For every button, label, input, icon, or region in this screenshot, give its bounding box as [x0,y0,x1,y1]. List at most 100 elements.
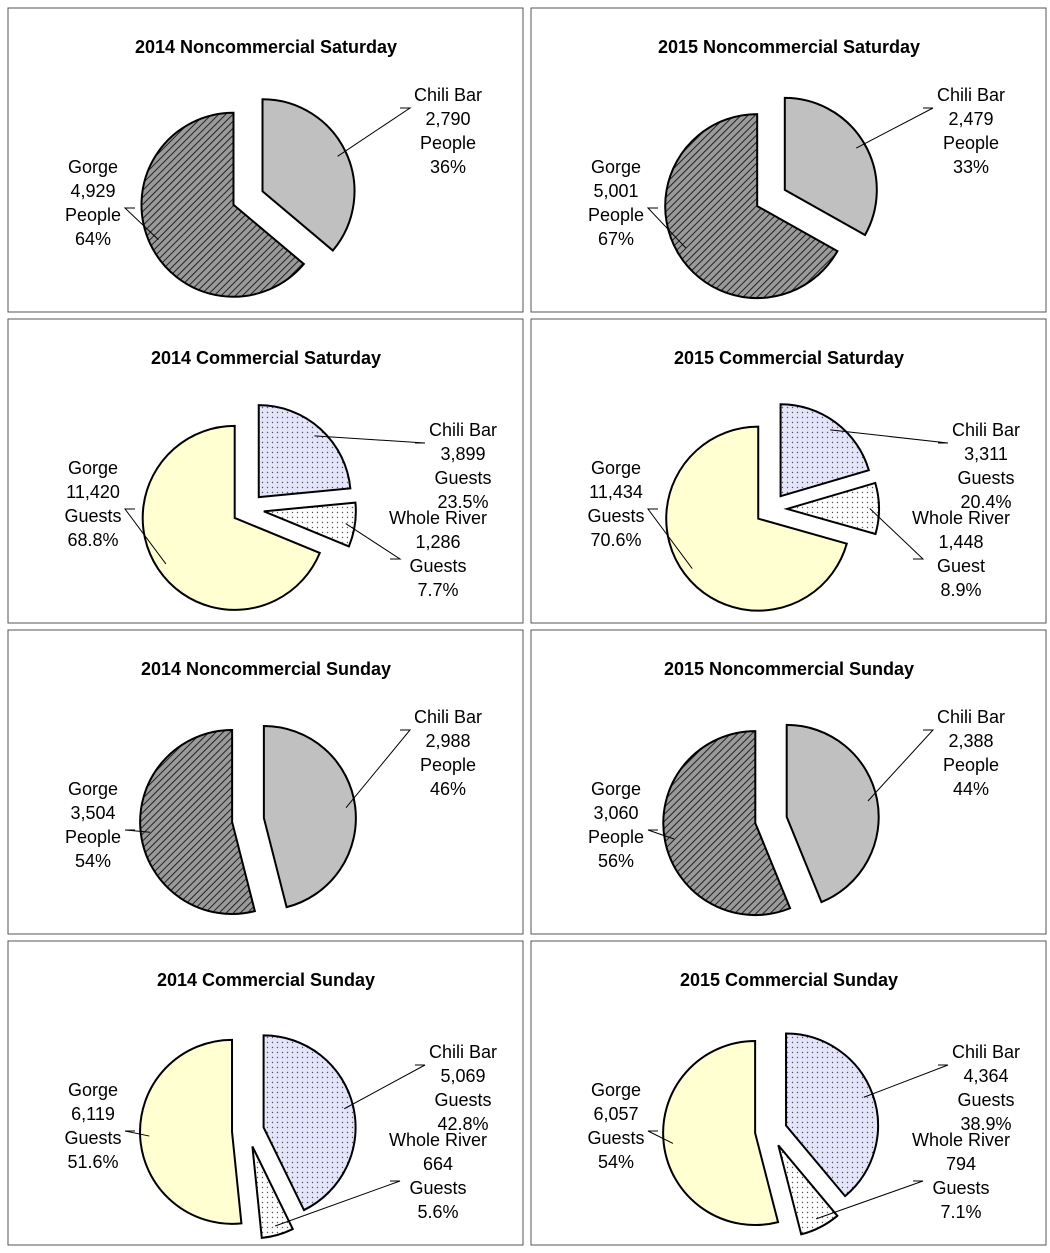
slice-label: Guests [409,556,466,576]
slice-label: 664 [423,1154,453,1174]
slice-label: 68.8% [67,530,118,550]
slice-label: 33% [953,157,989,177]
slice-label: 3,311 [964,444,1008,464]
slice-label: Chili Bar [414,707,482,727]
pie-slice [777,1144,839,1236]
slice-label: 794 [946,1154,976,1174]
leader-line [815,1180,924,1220]
pie-slice [783,481,880,536]
slice-label: Gorge [591,458,641,478]
leader-line [345,523,402,560]
slice-label: 1,448 [938,532,983,552]
slice-label: 67% [598,229,634,249]
pie-slice [141,424,322,611]
leader-line [646,207,687,249]
slice-label: People [65,205,121,225]
pie-slice [263,501,357,548]
slice-label: 6,119 [71,1104,115,1124]
slice-label: 5,069 [440,1066,485,1086]
slice-label: 38.9% [960,1114,1011,1134]
slice-label: Gorge [68,458,118,478]
pie-slice [662,730,792,916]
slice-label: 46% [430,779,466,799]
leader-line [314,435,426,444]
pie-slice [139,728,257,915]
leader-line [124,829,151,833]
slice-label: Gorge [68,779,118,799]
slice-label: Guests [434,1090,491,1110]
pie-slice [665,425,848,612]
slice-label: Gorge [591,779,641,799]
leader-line [124,1130,150,1137]
slice-label: 36% [430,157,466,177]
slice-label: 5.6% [417,1202,458,1222]
slice-label: 6,057 [593,1104,638,1124]
slice-label: 56% [598,851,634,871]
slice-label: Gorge [68,157,118,177]
slice-label: 54% [598,1152,634,1172]
chart-title: 2014 Commercial Saturday [151,348,381,368]
chart-title: 2014 Noncommercial Sunday [141,659,391,679]
slice-label: Gorge [68,1080,118,1100]
slice-label: 44% [953,779,989,799]
slice-label: Chili Bar [414,85,482,105]
slice-label: Guests [957,468,1014,488]
pie-slice [139,1038,243,1225]
chart-title: 2015 Commercial Saturday [674,348,904,368]
chart-title: 2014 Noncommercial Saturday [135,37,397,57]
slice-label: 51.6% [67,1152,118,1172]
slice-label: 4,929 [70,181,115,201]
slice-label: Guests [587,1128,644,1148]
pie-slice [257,404,352,499]
pie-slice [261,98,356,252]
leader-line [345,729,412,809]
leader-line [123,207,159,241]
slice-label: 2,388 [948,731,993,751]
leader-line [344,1064,426,1110]
slice-label: People [943,755,999,775]
slice-label: 3,060 [593,803,638,823]
pie-slice [785,723,880,904]
slice-label: People [588,827,644,847]
slice-label: 54% [75,851,111,871]
slice-label: People [420,133,476,153]
slice-label: 11,434 [589,482,643,502]
slice-label: Chili Bar [429,1042,497,1062]
slice-label: Guests [587,506,644,526]
slice-label: 7.7% [417,580,458,600]
leader-line [647,829,675,840]
leader-line [856,107,934,149]
slice-label: 42.8% [437,1114,488,1134]
pie-slice [251,1145,295,1239]
slice-label: People [943,133,999,153]
leader-line [863,1064,949,1098]
slice-label: Whole River [912,1130,1010,1150]
leader-line [337,107,412,157]
slice-label: People [65,827,121,847]
slice-label: Chili Bar [937,707,1005,727]
slice-label: 23.5% [437,492,488,512]
pie-slice [664,113,839,300]
slice-label: 2,790 [425,109,470,129]
pie-slice [262,725,357,909]
slice-label: Guests [932,1178,989,1198]
slice-label: People [420,755,476,775]
slice-label: Guests [434,468,491,488]
slice-label: 8.9% [940,580,981,600]
slice-label: 5,001 [593,181,638,201]
pie-slice [262,1034,357,1212]
slice-label: Gorge [591,157,641,177]
slice-label: 2,479 [948,109,993,129]
slice-label: Guests [957,1090,1014,1110]
slice-label: Whole River [389,508,487,528]
chart-title: 2014 Commercial Sunday [157,970,375,990]
slice-label: 64% [75,229,111,249]
leader-line [867,729,935,802]
slice-label: 3,899 [440,444,485,464]
slice-label: Chili Bar [952,420,1020,440]
slice-label: 70.6% [590,530,641,550]
chart-title: 2015 Noncommercial Saturday [658,37,920,57]
leader-line [647,508,693,569]
slice-label: Gorge [591,1080,641,1100]
